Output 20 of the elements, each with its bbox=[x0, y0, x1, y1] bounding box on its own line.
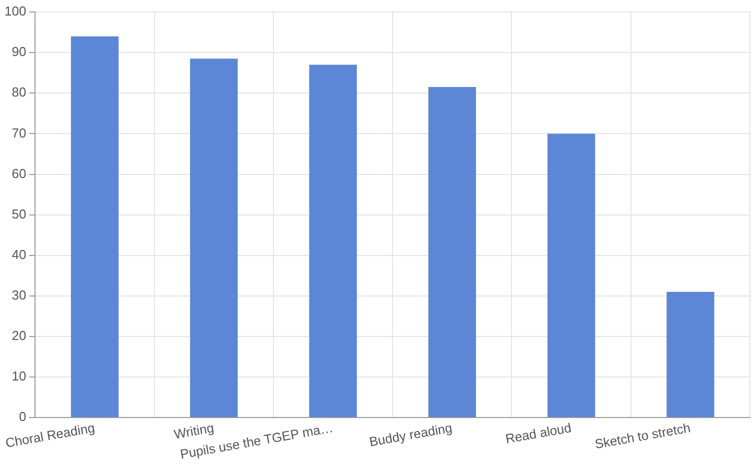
bar bbox=[309, 64, 357, 418]
x-tick-label: Buddy reading bbox=[368, 420, 454, 450]
y-tick-label: 100 bbox=[4, 4, 26, 19]
y-tick-label: 20 bbox=[12, 328, 26, 344]
y-tick-label: 10 bbox=[12, 368, 26, 384]
y-tick-label: 90 bbox=[12, 44, 26, 60]
x-tick-label: Writing bbox=[172, 420, 216, 442]
bar bbox=[428, 87, 476, 418]
bar bbox=[547, 134, 596, 418]
y-tick-label: 30 bbox=[12, 288, 26, 303]
x-tick-label: Read aloud bbox=[504, 420, 572, 446]
x-tick-label: Sketch to stretch bbox=[594, 420, 692, 452]
y-tick-label: 80 bbox=[12, 84, 26, 100]
y-tick-label: 70 bbox=[12, 125, 26, 140]
y-tick-label: 60 bbox=[12, 166, 26, 181]
bar bbox=[190, 58, 238, 418]
y-tick-label: 50 bbox=[12, 206, 26, 222]
y-tick-label: 40 bbox=[12, 246, 26, 262]
bar bbox=[666, 292, 714, 418]
bar bbox=[70, 36, 119, 418]
